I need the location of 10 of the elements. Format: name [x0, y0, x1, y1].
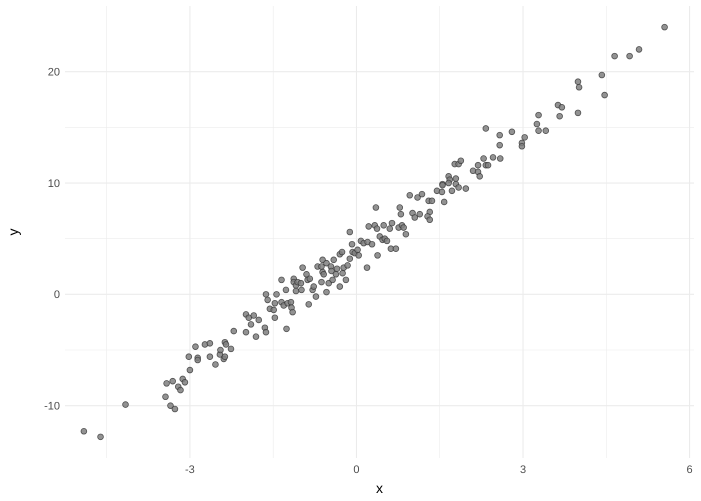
- x-tick-label: -3: [185, 464, 195, 476]
- y-tick-label: 10: [48, 178, 60, 190]
- x-tick-label: 6: [686, 464, 693, 476]
- x-axis-title: x: [376, 480, 383, 496]
- x-tick-label: 3: [520, 464, 526, 476]
- y-tick-label: 20: [48, 66, 60, 79]
- y-tick-label: 0: [54, 289, 60, 302]
- x-tick-label: 0: [353, 464, 360, 476]
- y-axis-title: y: [5, 228, 21, 236]
- y-tick-label: -10: [44, 400, 60, 413]
